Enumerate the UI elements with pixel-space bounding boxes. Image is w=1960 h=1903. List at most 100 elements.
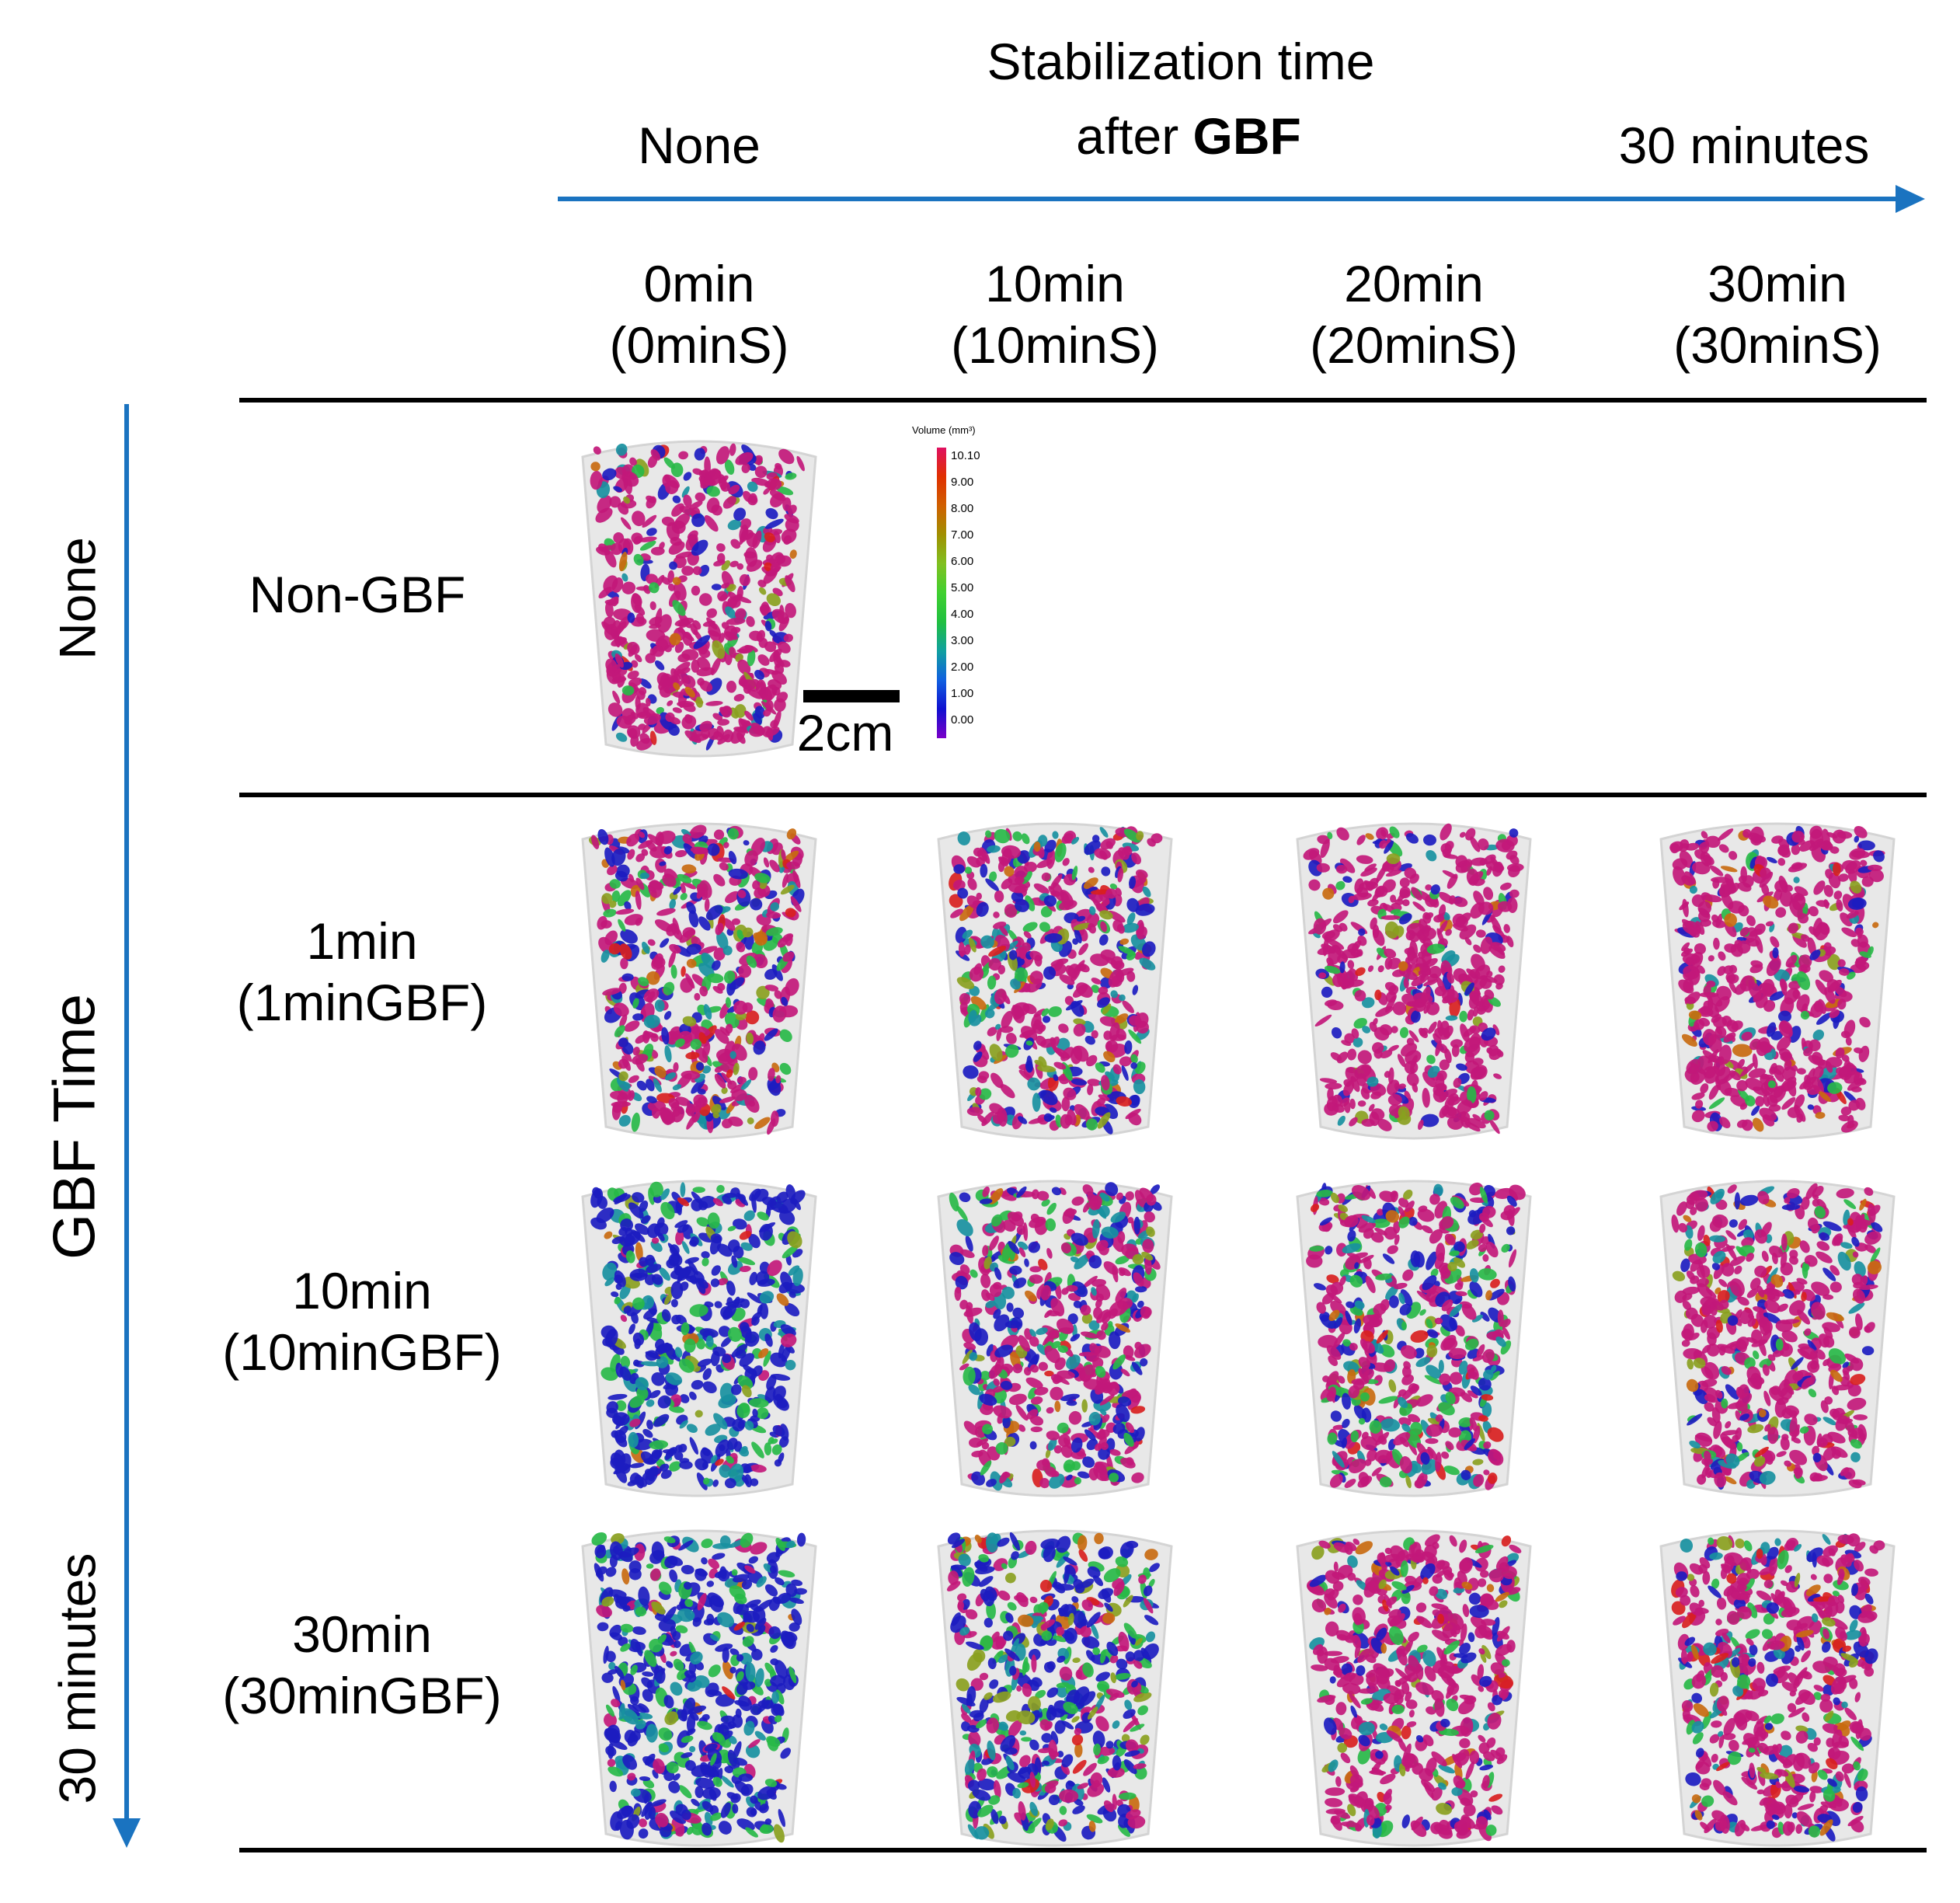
pore-particle: [677, 700, 695, 708]
top-axis-title-line1: Stabilization time: [987, 33, 1375, 90]
pore-particle: [601, 920, 612, 929]
pore-particle: [605, 658, 618, 674]
pore-particle: [690, 623, 698, 636]
pore-particle: [779, 1029, 792, 1042]
pore-particle: [1099, 934, 1109, 946]
pore-particle: [711, 584, 722, 591]
pore-particle: [618, 1058, 629, 1069]
pore-particle: [635, 853, 646, 863]
pore-particle: [1006, 1033, 1017, 1044]
pore-particle: [683, 494, 692, 507]
pore-particle: [706, 486, 720, 497]
pore-particle: [776, 486, 794, 496]
pore-particle: [975, 1087, 982, 1097]
pore-particle: [778, 641, 791, 654]
pore-particle: [621, 581, 636, 594]
pore-particle: [1033, 841, 1041, 852]
pore-particle: [717, 719, 729, 726]
pore-particle: [618, 1037, 628, 1047]
pore-particle: [613, 608, 632, 621]
pore-particle: [623, 496, 631, 504]
column-time: 20min: [1344, 255, 1484, 312]
pore-particle: [661, 1026, 670, 1045]
pore-particle: [674, 849, 688, 858]
pore-particle: [754, 1117, 771, 1130]
pore-particle: [704, 456, 711, 476]
pore-particle: [667, 583, 675, 591]
pore-particle: [739, 573, 750, 587]
pore-particle: [679, 506, 697, 516]
pore-particle: [698, 647, 708, 655]
pore-particle: [646, 1096, 657, 1103]
pore-particle: [977, 1075, 987, 1083]
pore-particle: [708, 629, 720, 637]
pore-particle: [631, 660, 639, 668]
pore-particle: [736, 732, 746, 744]
pore-particle: [691, 513, 705, 528]
pore-particle: [601, 621, 615, 636]
pore-particle: [726, 681, 737, 693]
pore-particle: [627, 641, 640, 655]
row-label-line1: 1min: [306, 912, 418, 970]
pore-particle: [781, 849, 786, 861]
pore-particle: [699, 985, 708, 997]
pore-particle: [711, 504, 722, 516]
pore-particle: [597, 828, 609, 845]
pore-particle: [654, 999, 665, 1012]
pore-particle: [685, 1051, 700, 1060]
pore-particle: [618, 1071, 628, 1082]
pore-particle: [639, 536, 657, 542]
specimen-render: [581, 440, 817, 758]
pore-particle: [789, 549, 797, 559]
pore-particle: [752, 880, 761, 890]
pore-particle: [631, 1112, 640, 1132]
pore-particle: [781, 996, 789, 1006]
pore-particle: [733, 1000, 748, 1015]
pore-particle: [624, 714, 636, 725]
pore-particle: [770, 720, 778, 728]
pore-particle: [772, 1006, 787, 1023]
pore-particle: [638, 977, 649, 987]
pore-particle: [1091, 1030, 1098, 1039]
pore-particle: [716, 1048, 735, 1062]
pore-particle: [675, 551, 694, 559]
top-axis-title-prefix: after: [1076, 107, 1193, 165]
pore-particle: [754, 931, 768, 946]
pore-particle: [611, 848, 626, 866]
pore-particle: [763, 857, 770, 868]
pore-particle: [682, 631, 693, 647]
pore-particle: [683, 472, 692, 481]
pore-particle: [720, 482, 730, 492]
specimen-render: [581, 1529, 817, 1847]
pore-particle: [702, 620, 715, 627]
pore-particle: [681, 1070, 701, 1080]
pore-particle: [741, 463, 750, 473]
pore-particle: [661, 577, 670, 585]
pore-particle: [690, 846, 708, 854]
pore-particle: [753, 1040, 766, 1055]
pore-particle: [620, 929, 638, 944]
pore-particle: [682, 881, 696, 890]
pore-particle: [733, 1062, 740, 1075]
pore-particle: [672, 600, 686, 616]
pore-particle: [691, 659, 700, 673]
pore-particle: [1119, 1056, 1132, 1067]
specimen-render: [1659, 1180, 1896, 1497]
pore-particle: [790, 896, 802, 912]
pore-particle: [638, 840, 653, 849]
pore-particle: [695, 492, 706, 502]
pore-particle: [1062, 858, 1070, 866]
pore-particle: [691, 585, 701, 596]
pore-particle: [747, 481, 758, 493]
pore-particle: [970, 996, 987, 1010]
specimen-render: [1659, 822, 1896, 1140]
pore-particle: [774, 698, 786, 712]
pore-particle: [688, 910, 699, 928]
pore-particle: [1390, 894, 1397, 903]
pore-particle: [1088, 866, 1095, 873]
pore-particle: [722, 945, 733, 956]
pore-particle: [765, 518, 784, 529]
pore-particle: [729, 647, 736, 658]
pore-particle: [719, 1026, 730, 1037]
